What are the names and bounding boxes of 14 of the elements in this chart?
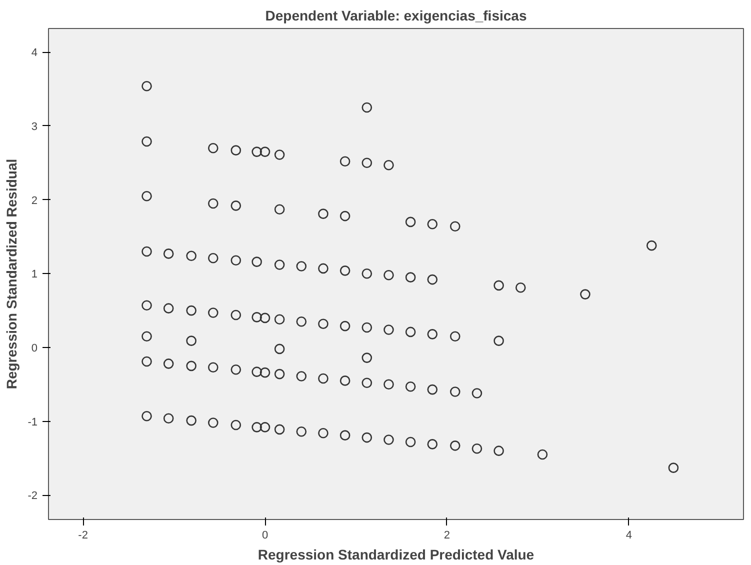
y-tick-label: -1: [28, 416, 38, 428]
y-tick-label: 1: [31, 268, 38, 281]
x-tick-label: 2: [444, 530, 450, 542]
x-tick-label: 4: [626, 530, 632, 542]
x-tick-label: 0: [262, 530, 268, 542]
y-tick-label: 3: [31, 120, 38, 133]
x-axis-title: Regression Standardized Predicted Value: [258, 546, 534, 562]
y-tick-label: 0: [31, 342, 38, 354]
y-tick-label: 4: [31, 47, 38, 60]
y-tick-label: -2: [28, 490, 38, 502]
y-tick-label: 2: [31, 194, 38, 207]
y-axis-title: Regression Standardized Residual: [4, 158, 20, 390]
chart-title: Dependent Variable: exigencias_fisicas: [265, 8, 527, 24]
x-tick-label: -2: [78, 530, 88, 542]
